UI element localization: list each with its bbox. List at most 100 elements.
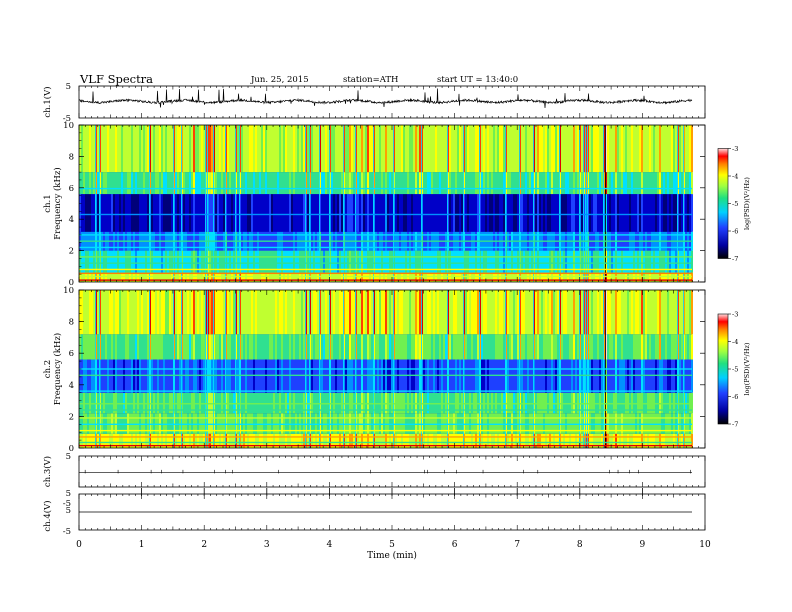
spectrogram-cell <box>237 359 239 393</box>
spectrogram-cell <box>229 125 231 173</box>
spectrogram-cell <box>409 125 411 173</box>
spectrogram-cell <box>375 125 377 173</box>
spectrogram-cell <box>209 272 211 282</box>
spectrogram-cell <box>375 194 377 232</box>
spectrogram-cell <box>93 392 95 414</box>
spectrogram-cell <box>113 392 115 414</box>
spectrogram-cell <box>375 172 377 195</box>
spectrogram-cell <box>141 194 143 232</box>
spectrogram-cell <box>647 290 649 335</box>
spectrogram-cell <box>553 433 555 448</box>
spectrogram-cell <box>275 250 277 273</box>
spectrogram-cell <box>299 172 301 195</box>
spectrogram-cell <box>667 194 669 232</box>
spectrogram-cell <box>599 433 601 448</box>
spectrogram-cell <box>135 194 137 232</box>
spectrogram-cell <box>263 172 265 195</box>
spectrogram-cell <box>575 392 577 414</box>
spectrogram-cell <box>401 272 403 282</box>
spectrogram-cell <box>407 433 409 448</box>
spectrogram-cell <box>143 334 145 360</box>
spectrogram-cell <box>389 250 391 273</box>
spectrogram-cell <box>103 290 105 335</box>
spectrogram-cell <box>191 125 193 173</box>
spectrogram-cell <box>209 194 211 232</box>
spectrogram-cell <box>387 250 389 273</box>
spectrogram-cell <box>287 250 289 273</box>
spectrogram-cell <box>271 334 273 360</box>
spectrogram-cell <box>383 290 385 335</box>
spectrogram-cell <box>613 172 615 195</box>
spectrogram-cell <box>571 172 573 195</box>
spectrogram-cell <box>521 172 523 195</box>
spectrogram-cell <box>611 125 613 173</box>
spectrogram-cell <box>325 290 327 335</box>
spectrogram-cell <box>125 250 127 273</box>
spectrogram-cell <box>399 250 401 273</box>
spectrogram-cell <box>133 334 135 360</box>
spectrogram-cell <box>219 392 221 414</box>
spectrogram-cell <box>673 194 675 232</box>
spectrogram-cell <box>527 392 529 414</box>
spectrogram-cell <box>687 433 689 448</box>
spectrogram-cell <box>197 359 199 393</box>
spectrogram-cell <box>555 392 557 414</box>
spectrogram-cell <box>517 334 519 360</box>
spectrogram-cell <box>281 433 283 448</box>
spectrogram-cell <box>503 433 505 448</box>
spectrogram-cell <box>221 433 223 448</box>
spectrogram-cell <box>153 359 155 393</box>
spectrogram-cell <box>119 194 121 232</box>
spectrogram-cell <box>689 392 691 414</box>
spectrogram-cell <box>539 194 541 232</box>
spectrogram-cell <box>441 272 443 282</box>
y-tick-label: 10 <box>63 121 74 131</box>
spectrogram-cell <box>591 290 593 335</box>
spectrogram-cell <box>215 194 217 232</box>
spectrogram-cell <box>141 359 143 393</box>
spectrogram-cell <box>133 392 135 414</box>
spectrogram-cell <box>323 334 325 360</box>
spectrogram-cell <box>665 290 667 335</box>
spectrogram-cell <box>131 272 133 282</box>
spectrogram-cell <box>457 392 459 414</box>
spectrogram-cell <box>185 433 187 448</box>
spectrogram-cell <box>453 250 455 273</box>
spectrogram-cell <box>327 413 329 434</box>
spectrogram-cell <box>689 359 691 393</box>
spectrogram-cell <box>91 272 93 282</box>
spectrogram-cell <box>217 250 219 273</box>
spectrogram-cell <box>171 392 173 414</box>
date-label: Jun. 25, 2015 <box>251 75 309 85</box>
spectrogram-cell <box>651 172 653 195</box>
spectrogram-cell <box>649 272 651 282</box>
spectrogram-cell <box>227 359 229 393</box>
spectrogram-cell <box>535 392 537 414</box>
spectrogram-cell <box>147 125 149 173</box>
spectrogram-cell <box>381 125 383 173</box>
spectrogram-cell <box>441 334 443 360</box>
spectrogram-cell <box>117 194 119 232</box>
spectrogram-cell <box>123 272 125 282</box>
spectrogram-cell <box>81 334 83 360</box>
spectrogram-cell <box>367 172 369 195</box>
spectrogram-cell <box>685 272 687 282</box>
spectrogram-cell <box>689 194 691 232</box>
spectrogram-cell <box>137 194 139 232</box>
spectrogram-cell <box>455 392 457 414</box>
spectrogram-cell <box>135 334 137 360</box>
spectrogram-cell <box>481 172 483 195</box>
spectrogram-cell <box>135 172 137 195</box>
spectrogram-cell <box>79 250 81 273</box>
spectrogram-cell <box>267 433 269 448</box>
spectrogram-cell <box>645 125 647 173</box>
spectrogram-cell <box>217 194 219 232</box>
spectrogram-cell <box>557 334 559 360</box>
spectrogram-cell <box>513 272 515 282</box>
spectrogram-cell <box>353 413 355 434</box>
spectrogram-cell <box>163 413 165 434</box>
spectrogram-cell <box>467 290 469 335</box>
spectrogram-cell <box>163 125 165 173</box>
spectrogram-cell <box>293 413 295 434</box>
spectrogram-cell <box>147 392 149 414</box>
